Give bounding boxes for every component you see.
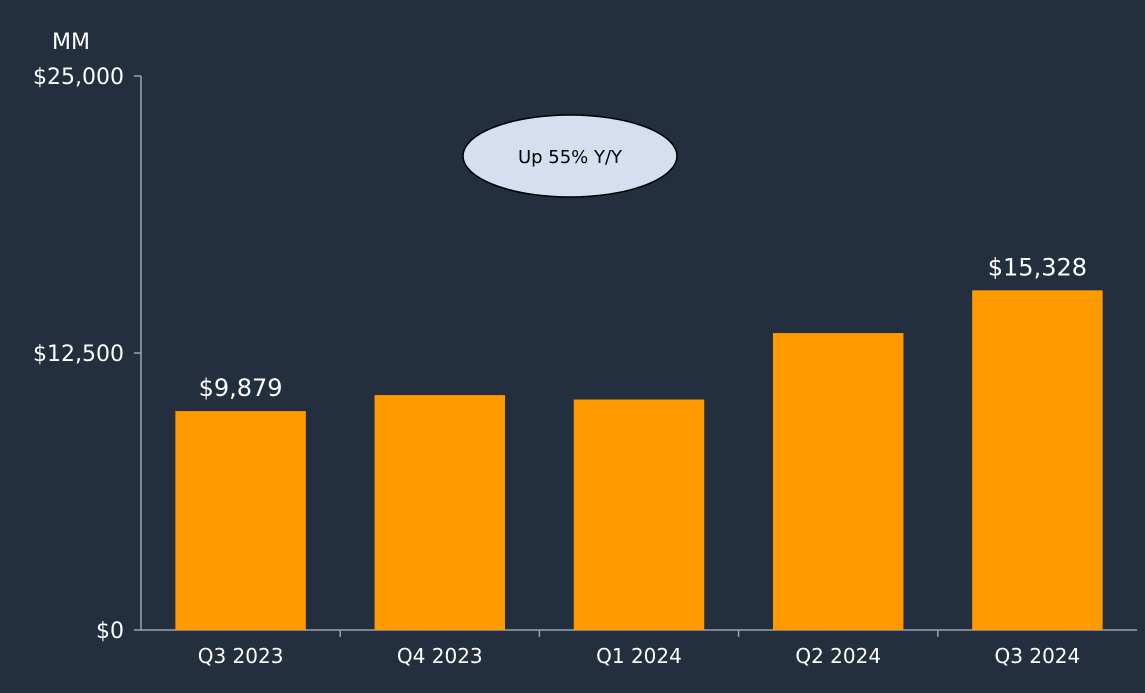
x-tick-label: Q3 2024 [995, 644, 1081, 668]
y-tick-label: $12,500 [33, 342, 124, 367]
bar-value-label: $15,328 [988, 253, 1087, 281]
bar [175, 411, 306, 630]
callout-text: Up 55% Y/Y [518, 147, 623, 168]
bar [374, 395, 506, 630]
growth-callout: Up 55% Y/Y [462, 114, 678, 198]
y-axis-ticks: $0 $12,500 $25,000 [33, 65, 141, 644]
y-tick-label: $25,000 [33, 65, 124, 90]
bar [972, 290, 1103, 630]
callout-ellipse [462, 114, 678, 198]
x-tick-label: Q1 2024 [596, 644, 682, 668]
bar-data-labels: $9,879 $15,328 [199, 253, 1087, 402]
bar-series [175, 290, 1103, 630]
bar-value-label: $9,879 [199, 374, 283, 402]
y-tick-label: $0 [96, 619, 124, 644]
x-tick-label: Q3 2023 [198, 644, 284, 668]
x-axis-labels: Q3 2023 Q4 2023 Q1 2024 Q2 2024 Q3 2024 [198, 630, 1081, 668]
x-tick-label: Q4 2023 [397, 644, 483, 668]
x-tick-label: Q2 2024 [795, 644, 881, 668]
bar [573, 399, 705, 630]
y-unit-label: MM [52, 30, 90, 55]
bar [772, 333, 904, 630]
